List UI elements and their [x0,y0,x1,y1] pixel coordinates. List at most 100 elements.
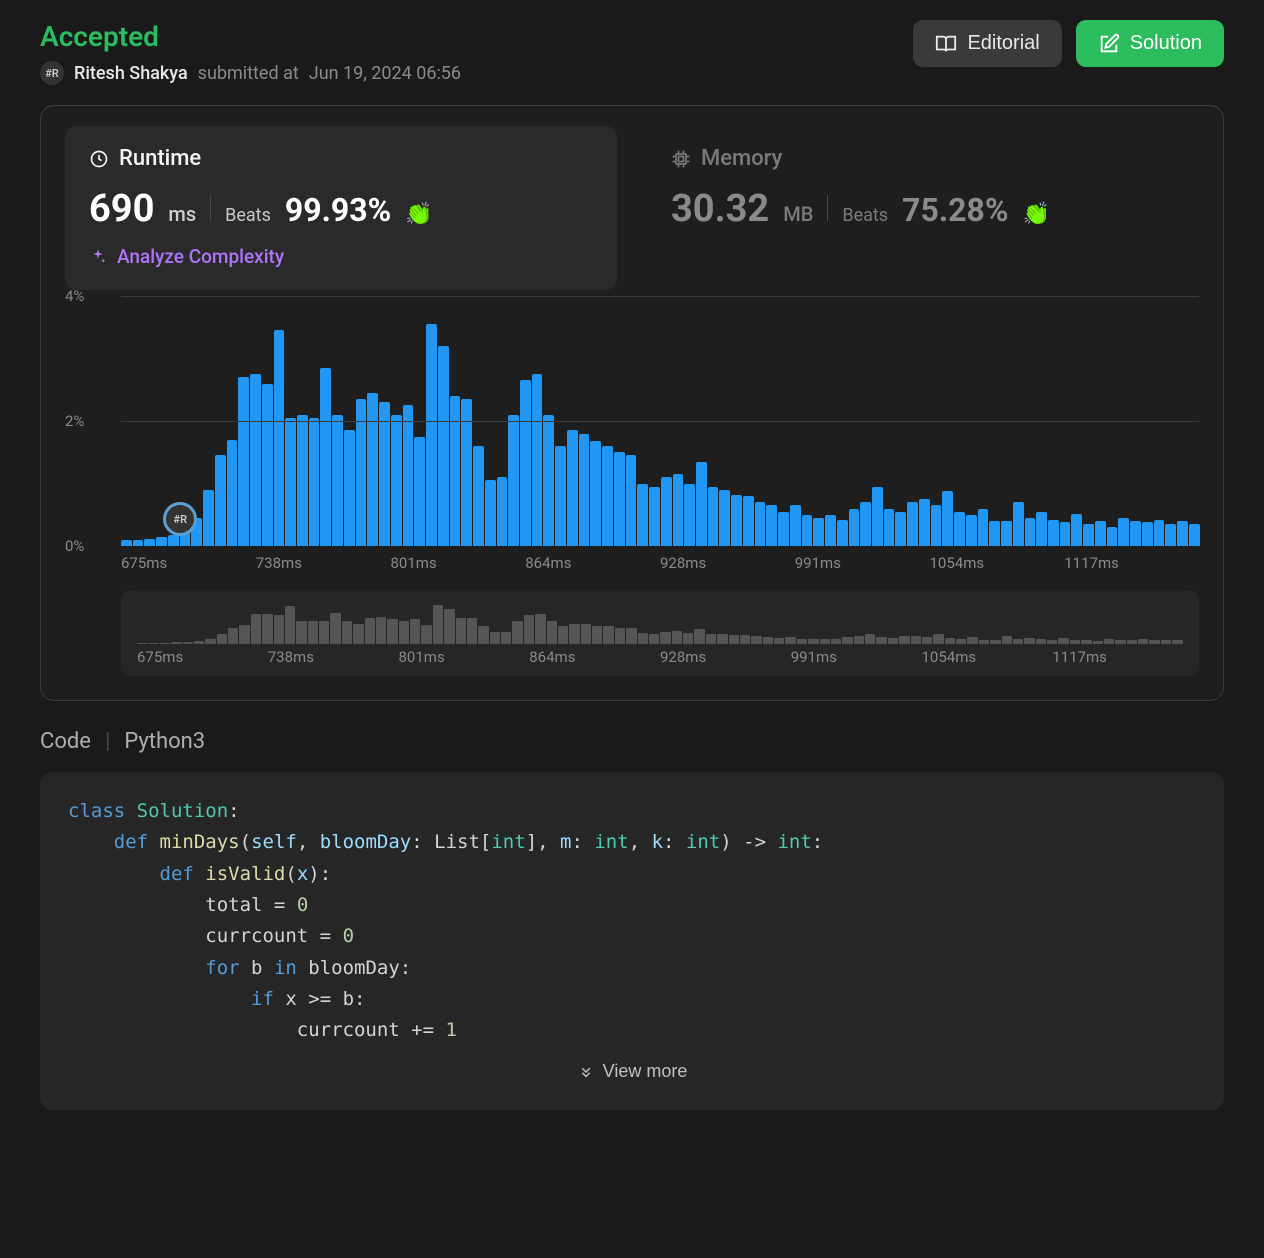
histogram-bar[interactable] [379,402,390,546]
histogram-bar[interactable] [309,418,320,546]
histogram-bar[interactable] [414,437,425,546]
histogram-bar[interactable] [532,374,543,546]
histogram-bar[interactable] [1095,521,1106,546]
histogram-bar[interactable] [837,520,848,546]
histogram-bar[interactable] [1001,521,1012,546]
histogram-bar[interactable] [391,415,402,546]
histogram-bar[interactable] [919,499,930,546]
histogram-bar[interactable] [825,515,836,546]
histogram-bar[interactable] [778,512,789,546]
histogram-bar[interactable] [1036,512,1047,546]
histogram-bar[interactable] [426,324,437,546]
histogram-bar[interactable] [696,462,707,546]
histogram-bar[interactable] [626,455,637,546]
histogram-bar[interactable] [567,430,578,546]
histogram-bar[interactable] [450,396,461,546]
histogram-bar[interactable] [133,540,144,546]
histogram-bar[interactable] [508,415,519,546]
histogram-bar[interactable] [860,502,871,546]
histogram-bar[interactable] [367,393,378,546]
histogram-bar[interactable] [743,496,754,546]
histogram-bar[interactable] [121,540,132,546]
histogram-bar[interactable] [1048,520,1059,546]
histogram-bar[interactable] [332,415,343,546]
histogram-bar[interactable] [1060,522,1071,546]
histogram-bar[interactable] [473,446,484,546]
histogram-bar[interactable] [872,487,883,546]
histogram-bar[interactable] [227,440,238,546]
histogram-bar[interactable] [344,430,355,546]
histogram-bar[interactable] [708,487,719,546]
solution-button[interactable]: Solution [1076,20,1224,67]
histogram-bar[interactable] [637,484,648,547]
clap-icon: 👏 [1022,202,1049,227]
histogram-bar[interactable] [168,535,179,546]
histogram-bar[interactable] [673,474,684,546]
histogram-bar[interactable] [1177,521,1188,546]
memory-card[interactable]: Memory 30.32 MB Beats 75.28% 👏 [647,126,1199,290]
histogram-bar[interactable] [978,509,989,547]
histogram-bar[interactable] [684,484,695,547]
histogram-bar[interactable] [403,405,414,546]
histogram-bar[interactable] [942,491,953,546]
histogram-bar[interactable] [1118,518,1129,546]
histogram-bar[interactable] [543,415,554,546]
histogram-bar[interactable] [989,521,1000,546]
histogram-bar[interactable] [649,487,660,546]
histogram-bar[interactable] [790,505,801,546]
runtime-card[interactable]: Runtime 690 ms Beats 99.93% 👏 Analyze Co… [65,126,617,290]
histogram-bar[interactable] [320,368,331,546]
memory-title: Memory [701,146,782,171]
histogram-bar[interactable] [661,477,672,546]
histogram-bar[interactable] [602,446,613,546]
histogram-bar[interactable] [614,452,625,546]
histogram-bar[interactable] [1165,524,1176,546]
author-avatar[interactable]: #R [40,61,64,85]
histogram-bar[interactable] [156,537,167,546]
histogram-bar[interactable] [884,509,895,547]
histogram-bar[interactable] [203,490,214,546]
analyze-row[interactable]: Analyze Complexity [89,245,593,268]
histogram-bar[interactable] [1130,521,1141,546]
histogram-bar[interactable] [497,477,508,546]
histogram-minimap[interactable]: 675ms738ms801ms864ms928ms991ms1054ms1117… [121,590,1199,676]
view-more-button[interactable]: View more [68,1057,1196,1087]
histogram-bar[interactable] [1142,522,1153,546]
histogram-bar[interactable] [1189,524,1200,546]
histogram-bar[interactable] [895,512,906,546]
histogram-bar[interactable] [802,515,813,546]
histogram-bar[interactable] [931,505,942,546]
histogram-bar[interactable] [215,455,226,546]
histogram-bar[interactable] [1107,527,1118,546]
histogram-bar[interactable] [849,509,860,547]
histogram-bar[interactable] [520,380,531,546]
histogram-bar[interactable] [555,446,566,546]
histogram-bar[interactable] [731,495,742,546]
histogram-bar[interactable] [813,518,824,546]
histogram-bar[interactable] [766,505,777,546]
author-name[interactable]: Ritesh Shakya [74,63,188,84]
histogram-bar[interactable] [755,502,766,546]
histogram-bar[interactable] [438,346,449,546]
histogram-bar[interactable] [274,330,285,546]
histogram-bar[interactable] [238,377,249,546]
histogram-bar[interactable] [250,374,261,546]
histogram-bar[interactable] [297,415,308,546]
histogram-bar[interactable] [1154,520,1165,546]
histogram-bar[interactable] [954,512,965,546]
histogram-bar[interactable] [1083,524,1094,546]
histogram-bar[interactable] [485,480,496,546]
histogram-bar[interactable] [144,539,155,547]
histogram-bar[interactable] [262,384,273,547]
histogram-bar[interactable] [285,418,296,546]
histogram-bar[interactable] [1025,518,1036,546]
histogram-bar[interactable] [1071,514,1082,547]
histogram-bar[interactable] [907,502,918,546]
editorial-button[interactable]: Editorial [913,20,1061,67]
x-axis-label: 1117ms [1064,554,1199,572]
histogram-bar[interactable] [966,515,977,546]
histogram-bar[interactable] [590,441,601,546]
histogram-bar[interactable] [1013,502,1024,546]
histogram-bar[interactable] [579,434,590,547]
histogram-bar[interactable] [719,490,730,546]
